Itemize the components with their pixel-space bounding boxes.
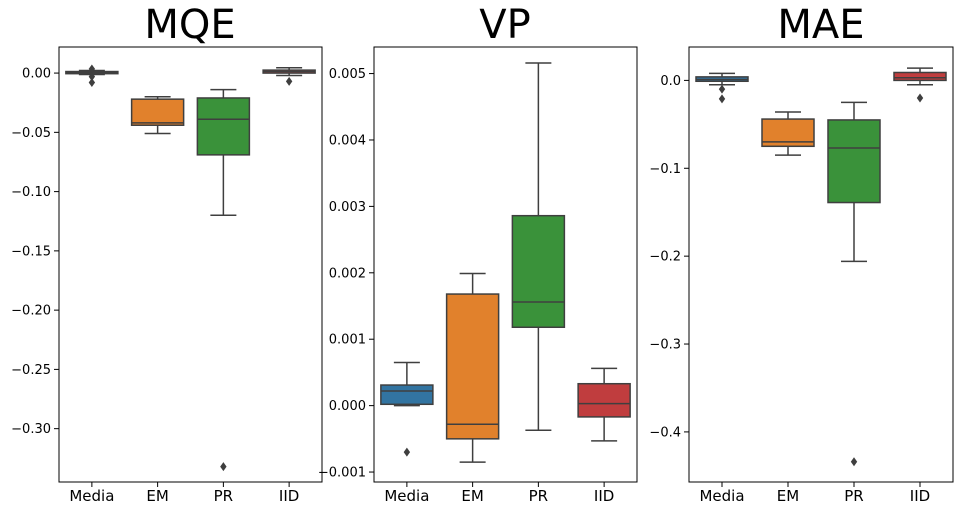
outlier-point [88,72,96,82]
y-tick-label: −0.20 [11,304,51,319]
y-tick-label: 0.00 [22,67,51,82]
outlier-point [850,457,858,467]
y-tick-label: −0.25 [11,363,51,378]
y-tick-label: −0.15 [11,244,51,259]
box-pr [827,101,881,467]
y-tick-label: 0.002 [329,266,366,281]
x-tick-label: EM [777,487,799,505]
x-tick-label: Media [384,487,429,505]
x-tick-label: PR [529,487,548,505]
iqr-box [827,119,881,204]
box-iid [893,67,947,103]
outlier-point [403,447,411,457]
x-tick-label: IID [910,487,930,505]
box-pr [511,62,566,431]
x-tick-label: EM [146,487,168,505]
box-em [761,111,815,156]
chart-title: MQE [144,2,235,48]
box-media [695,72,749,104]
plot-frame [373,46,638,483]
y-tick-label: 0.004 [329,133,366,148]
outlier-point [718,84,726,94]
iqr-box [196,97,251,156]
iqr-box [380,384,434,406]
y-tick-label: −0.30 [11,422,51,437]
outlier-point [88,78,96,88]
box-media [380,361,434,457]
box-em [130,96,185,135]
y-tick-label: −0.001 [318,466,366,481]
iqr-box [893,71,947,82]
y-tick-label: 0.000 [329,399,366,414]
outlier-point [88,64,96,74]
iqr-box [577,382,631,418]
x-tick-label: Media [699,487,744,505]
x-tick-label: PR [214,487,233,505]
outlier-point [285,76,293,86]
outlier-point [916,93,924,103]
iqr-box [445,293,500,440]
iqr-box [511,214,566,329]
y-tick-label: 0.003 [329,200,366,215]
x-tick-label: IID [594,487,614,505]
plot-frame [58,46,323,483]
x-tick-label: IID [279,487,299,505]
y-tick-label: 0.0 [660,74,681,89]
box-pr [196,88,251,472]
y-tick-label: 0.005 [329,67,366,82]
y-tick-label: −0.4 [649,425,681,440]
y-tick-label: −0.10 [11,185,51,200]
y-tick-label: −0.3 [649,338,681,353]
subplot-mqe: MQE 0.00 −0.05 −0.10 −0.15 −0.20 −0.25 −0.30 Me… [11,2,323,505]
box-em [445,272,500,463]
outlier-point [220,462,227,472]
subplot-mae: MAE 0.0 −0.1 −0.2 −0.3 −0.4 Media EM PR IID [649,2,954,505]
chart-title: MAE [777,2,864,48]
outlier-point [718,94,726,104]
x-tick-label: PR [844,487,863,505]
subplot-vp: VP −0.001 0.000 0.001 0.002 0.003 0.004 0.005 M… [318,2,638,505]
plot-frame [688,46,954,483]
chart-title: VP [479,2,530,48]
y-tick-label: 0.001 [329,333,366,348]
y-tick-label: −0.1 [649,162,681,177]
iqr-box [130,98,185,126]
box-media [65,64,119,88]
y-tick-label: −0.05 [11,126,51,141]
x-tick-label: Media [69,487,114,505]
box-iid [262,66,316,86]
y-tick-label: −0.2 [649,250,681,265]
x-tick-label: EM [461,487,483,505]
box-iid [577,367,631,442]
